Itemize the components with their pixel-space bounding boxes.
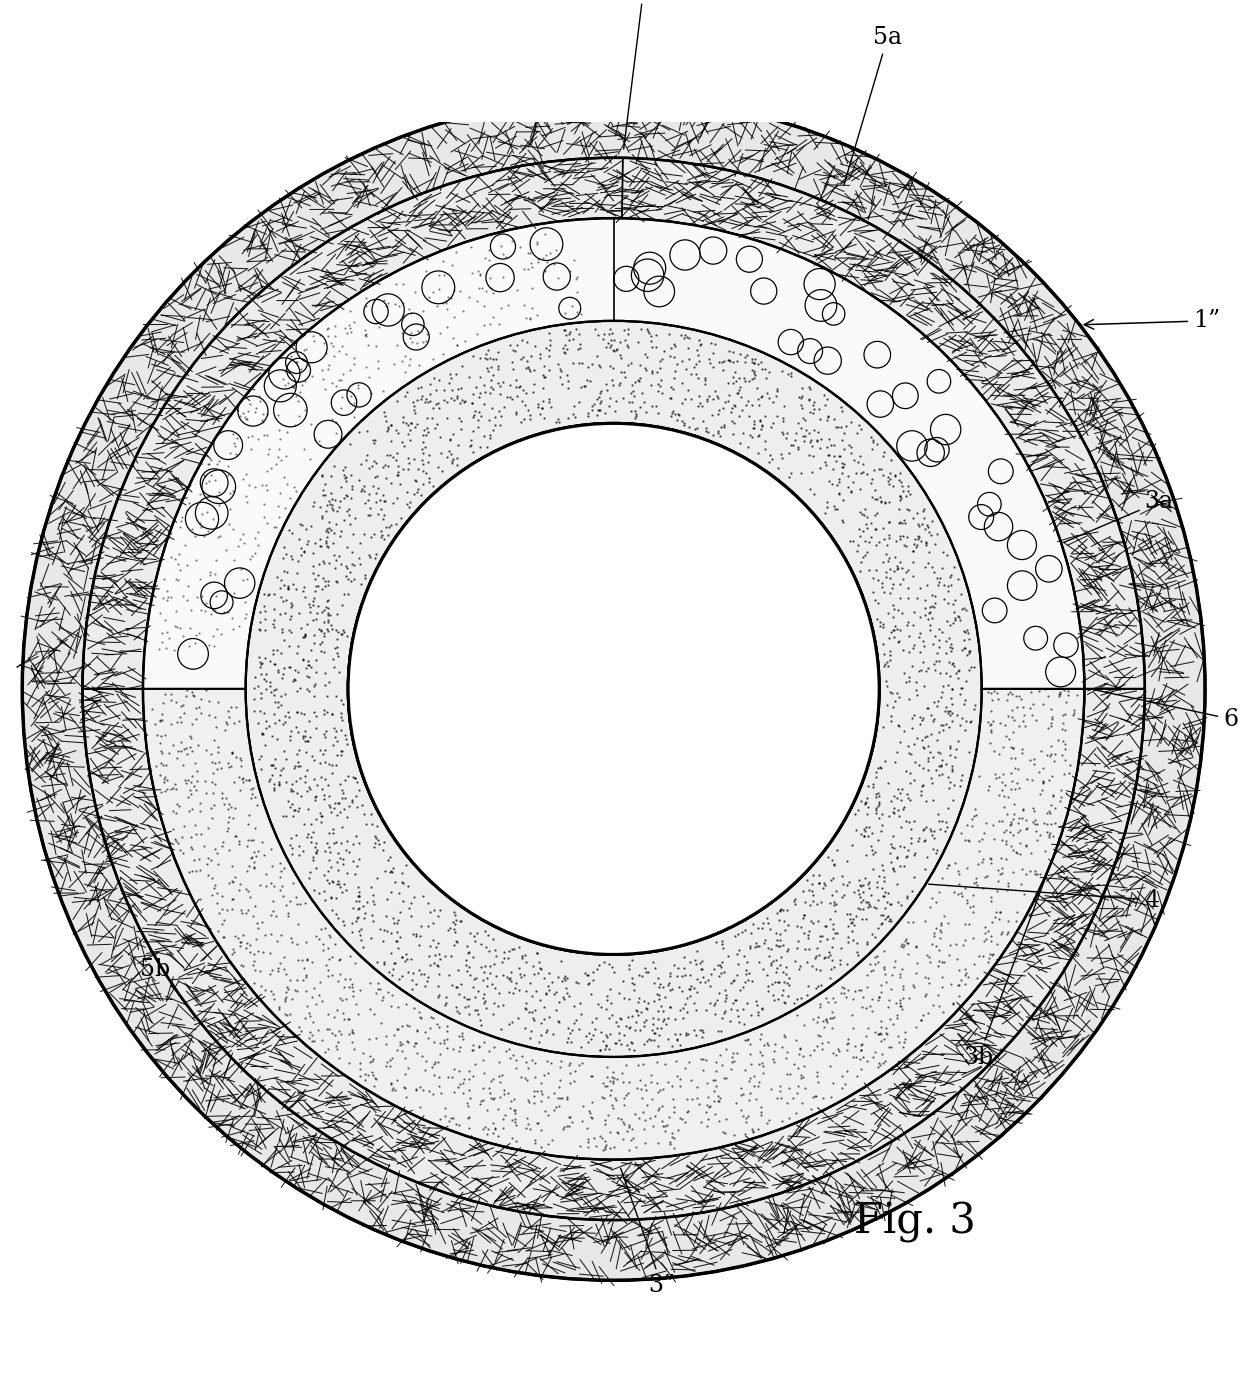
Text: 4: 4 [929,885,1159,912]
Text: 6: 6 [1094,690,1239,730]
Text: 3”: 3” [621,1169,676,1297]
Wedge shape [143,689,1084,1159]
Wedge shape [246,320,982,1057]
Text: Fig. 3: Fig. 3 [854,1202,976,1243]
Text: 5b: 5b [140,958,177,991]
Wedge shape [83,689,1145,1220]
Wedge shape [83,157,1145,689]
Text: 5a: 5a [843,26,903,185]
Circle shape [348,424,879,955]
Text: 3a: 3a [1064,490,1174,542]
Text: 3b: 3b [963,868,1049,1068]
Wedge shape [22,98,1205,1281]
Circle shape [348,424,879,955]
Wedge shape [143,218,1084,689]
Text: 1”: 1” [1084,309,1220,333]
Text: 7: 7 [624,0,651,149]
